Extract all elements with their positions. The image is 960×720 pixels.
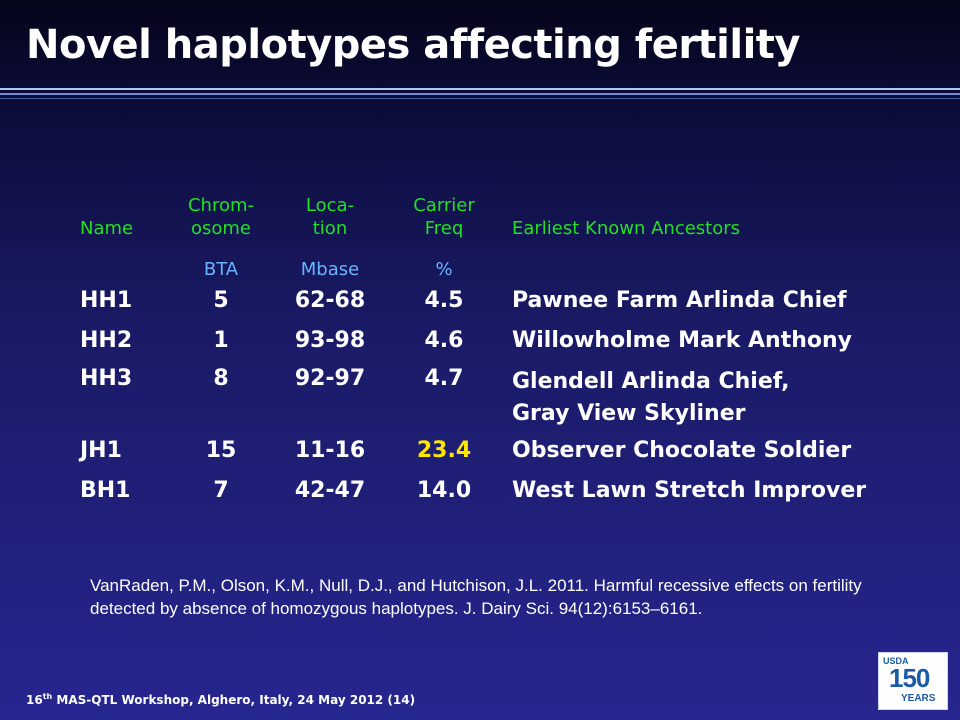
table-row: HH1 5 62-68 4.5 Pawnee Farm Arlinda Chie… bbox=[80, 280, 866, 320]
table-row: HH3 8 92-97 4.7 Glendell Arlinda Chief, … bbox=[80, 360, 866, 430]
header-chromosome: Chrom- osome bbox=[172, 194, 270, 240]
title-divider bbox=[0, 88, 960, 90]
header-carrier-freq: Carrier Freq bbox=[390, 194, 498, 240]
cell-freq: 4.7 bbox=[424, 366, 464, 391]
cell-location: 93-98 bbox=[294, 327, 366, 353]
cell-ancestors: Observer Chocolate Soldier bbox=[512, 437, 852, 463]
unit-percent: % bbox=[435, 259, 453, 280]
unit-name bbox=[80, 240, 172, 280]
cell-name: HH1 bbox=[80, 287, 133, 313]
cell-bta: 8 bbox=[213, 366, 229, 391]
ancestor-line: Gray View Skyliner bbox=[512, 401, 746, 426]
cell-name: BH1 bbox=[80, 477, 131, 503]
cell-freq: 14.0 bbox=[416, 477, 472, 503]
cell-bta: 1 bbox=[213, 327, 229, 353]
cell-freq: 4.6 bbox=[424, 327, 464, 353]
cell-ancestors: Glendell Arlinda Chief, Gray View Skylin… bbox=[498, 360, 866, 430]
unit-mbase: Mbase bbox=[300, 259, 360, 280]
table-row: JH1 15 11-16 23.4 Observer Chocolate Sol… bbox=[80, 430, 866, 470]
cell-ancestors: Willowholme Mark Anthony bbox=[512, 327, 853, 353]
unit-ancestors bbox=[498, 240, 866, 280]
header-name-label: Name bbox=[80, 218, 134, 239]
cell-name: HH2 bbox=[80, 327, 133, 353]
cell-name: HH3 bbox=[80, 366, 133, 391]
header-ancestors: Earliest Known Ancestors bbox=[498, 194, 866, 240]
header-location-line1: Loca- bbox=[305, 195, 355, 216]
citation: VanRaden, P.M., Olson, K.M., Null, D.J.,… bbox=[90, 576, 862, 618]
ancestor-line: Glendell Arlinda Chief, bbox=[512, 369, 790, 394]
footer-ordinal: th bbox=[42, 692, 53, 701]
header-name: Name bbox=[80, 194, 172, 240]
header-chromosome-line1: Chrom- bbox=[187, 195, 255, 216]
unit-bta: BTA bbox=[203, 259, 239, 280]
cell-bta: 7 bbox=[213, 477, 229, 503]
footer-number: 16 bbox=[26, 693, 43, 707]
cell-location: 42-47 bbox=[294, 477, 366, 503]
header-freq-line2: Freq bbox=[424, 218, 464, 239]
cell-freq: 4.5 bbox=[424, 287, 464, 313]
logo-word: YEARS bbox=[901, 693, 936, 704]
header-chromosome-line2: osome bbox=[190, 218, 251, 239]
cell-freq-highlighted: 23.4 bbox=[416, 437, 472, 463]
header-location: Loca- tion bbox=[270, 194, 390, 240]
header-freq-line1: Carrier bbox=[413, 195, 475, 216]
logo-number: 150 bbox=[889, 663, 930, 693]
header-ancestors-label: Earliest Known Ancestors bbox=[512, 218, 741, 239]
header-location-line2: tion bbox=[312, 218, 348, 239]
cell-name: JH1 bbox=[80, 437, 122, 463]
cell-ancestors: West Lawn Stretch Improver bbox=[512, 477, 867, 503]
logo-brand: USDA bbox=[883, 656, 909, 666]
cell-ancestors: Pawnee Farm Arlinda Chief bbox=[512, 287, 847, 313]
title-divider bbox=[0, 93, 960, 95]
cell-location: 62-68 bbox=[294, 287, 366, 313]
slide-title: Novel haplotypes affecting fertility bbox=[26, 22, 801, 68]
units-row: BTA Mbase % bbox=[80, 240, 866, 280]
footer-text: MAS-QTL Workshop, Alghero, Italy, 24 May… bbox=[52, 693, 416, 707]
table-row: HH2 1 93-98 4.6 Willowholme Mark Anthony bbox=[80, 320, 866, 360]
cell-bta: 15 bbox=[205, 437, 237, 463]
haplotype-table: Name Chrom- osome Loca- tion Carrier Fre… bbox=[80, 194, 866, 510]
cell-bta: 5 bbox=[213, 287, 229, 313]
footer: 16th MAS-QTL Workshop, Alghero, Italy, 2… bbox=[26, 692, 415, 707]
table-row: BH1 7 42-47 14.0 West Lawn Stretch Impro… bbox=[80, 470, 866, 510]
title-divider bbox=[0, 98, 960, 99]
cell-location: 92-97 bbox=[294, 366, 366, 391]
usda-150-logo: USDA 150 YEARS bbox=[878, 652, 948, 710]
table-header-row: Name Chrom- osome Loca- tion Carrier Fre… bbox=[80, 194, 866, 240]
cell-location: 11-16 bbox=[294, 437, 366, 463]
